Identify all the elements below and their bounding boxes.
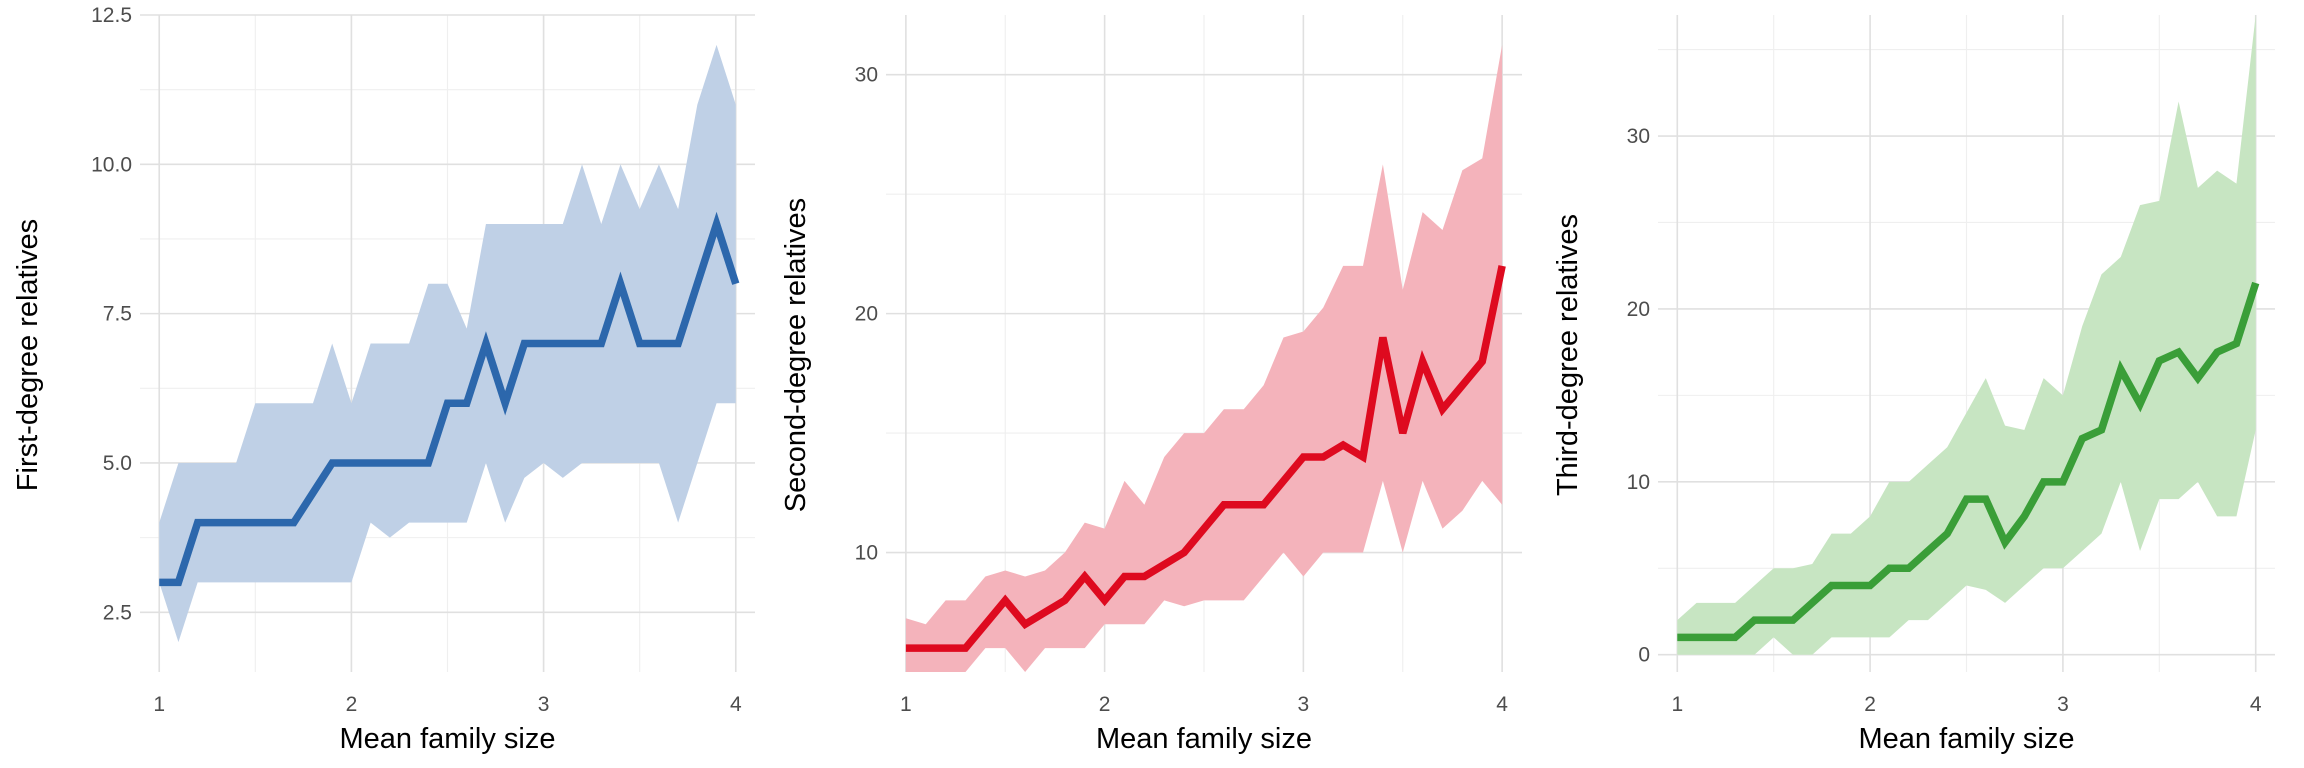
x-tick-label: 1 <box>1671 693 1683 716</box>
x-tick-label: 4 <box>1496 693 1508 716</box>
y-tick-label: 12.5 <box>91 4 132 27</box>
confidence-band <box>159 44 736 643</box>
y-tick-label: 20 <box>855 303 878 326</box>
x-tick-label: 4 <box>730 693 742 716</box>
y-tick-label: 10 <box>1627 471 1650 494</box>
y-axis-title: Third-degree relatives <box>1552 214 1584 496</box>
x-tick-label: 2 <box>1099 693 1111 716</box>
y-tick-label: 30 <box>855 64 878 87</box>
confidence-band <box>1677 15 2256 655</box>
x-tick-label: 2 <box>346 693 358 716</box>
chart-panel-second-degree: 10 20 30 1 2 3 4 Mean family size Second-degree … <box>780 15 1522 755</box>
y-tick-label: 7.5 <box>103 303 132 326</box>
y-axis-title: Second-degree relatives <box>780 198 812 512</box>
y-tick-label: 2.5 <box>103 601 132 624</box>
x-tick-label: 3 <box>538 693 550 716</box>
chart-panel-first-degree: 2.5 5.0 7.5 10.0 12.5 1 2 3 4 Mean family size Fir… <box>12 4 755 755</box>
x-axis-title: Mean family size <box>1859 723 2075 755</box>
y-axis-title: First-degree relatives <box>12 219 44 491</box>
x-tick-label: 4 <box>2250 693 2262 716</box>
x-tick-label: 2 <box>1864 693 1876 716</box>
median-line <box>1677 281 2260 642</box>
x-tick-label: 1 <box>900 693 912 716</box>
x-axis-title: Mean family size <box>340 723 556 755</box>
x-tick-label: 3 <box>1298 693 1310 716</box>
y-tick-label: 10.0 <box>91 153 132 176</box>
x-tick-label: 1 <box>153 693 165 716</box>
x-tick-label: 3 <box>2057 693 2069 716</box>
median-line <box>159 211 740 587</box>
median-line <box>905 265 1506 652</box>
y-tick-label: 0 <box>1638 644 1650 667</box>
y-tick-label: 30 <box>1627 125 1650 148</box>
confidence-band <box>905 44 1503 673</box>
y-tick-label: 5.0 <box>103 452 132 475</box>
y-tick-label: 10 <box>855 542 878 565</box>
x-axis-title: Mean family size <box>1096 723 1312 755</box>
y-tick-label: 20 <box>1627 298 1650 321</box>
chart-panel-third-degree: 0 10 20 30 1 2 3 4 Mean family size Third-degree … <box>1552 15 2275 755</box>
